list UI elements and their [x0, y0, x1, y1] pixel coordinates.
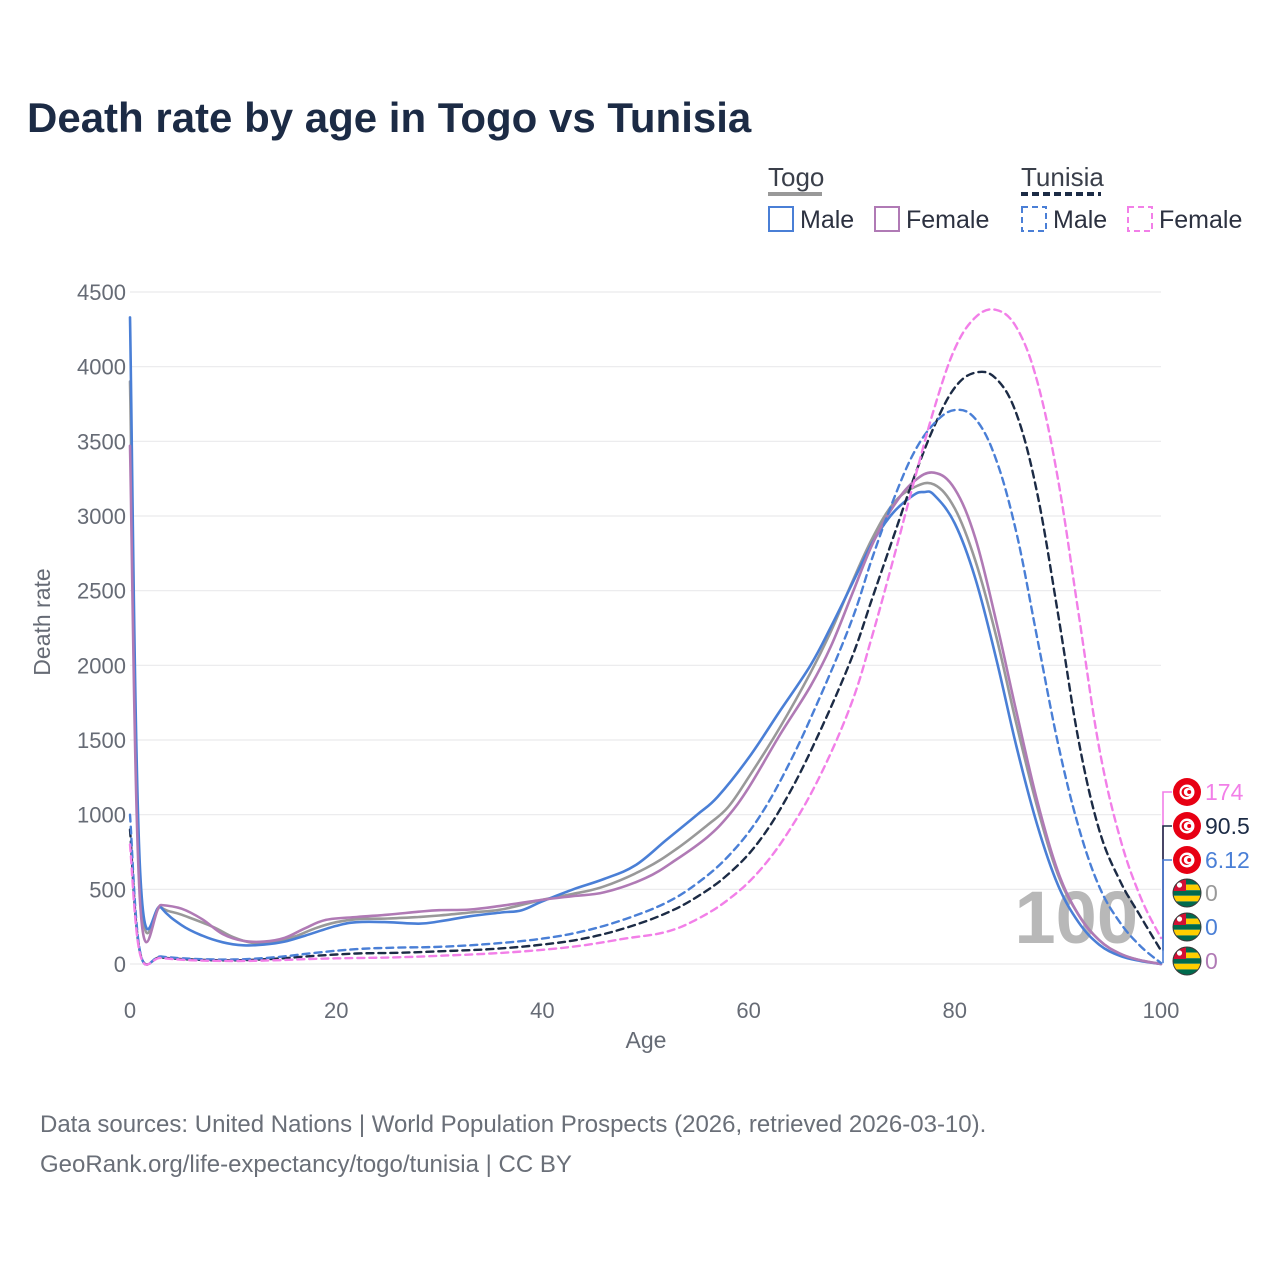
legend-label-togo-male[interactable]: Male [800, 206, 854, 234]
x-tick-label: 40 [530, 998, 554, 1023]
end-label-connector [1162, 825, 1172, 951]
x-tick-label: 60 [736, 998, 760, 1023]
end-label-value: 0 [1205, 880, 1218, 906]
series-line-tunisia-female [128, 308, 1163, 966]
end-label-value: 6.12 [1205, 847, 1250, 873]
y-tick-label: 4500 [77, 280, 126, 305]
legend-label-togo-female[interactable]: Female [906, 206, 989, 234]
y-tick-label: 1500 [77, 728, 126, 753]
grid [130, 291, 1161, 965]
x-tick-label: 20 [324, 998, 348, 1023]
series-line-tunisia-total [128, 370, 1163, 966]
series-line-tunisia-male [128, 408, 1163, 967]
x-ticks: 0 20 40 60 80 100 [124, 998, 1179, 1023]
tunisia-flag-icon [1173, 812, 1201, 840]
y-tick-label: 0 [114, 952, 126, 977]
x-tick-label: 0 [124, 998, 136, 1023]
series-line-togo-male [128, 316, 1163, 966]
legend-swatch-tunisia-male[interactable] [1021, 206, 1047, 232]
chart-title: Death rate by age in Togo vs Tunisia [27, 94, 752, 141]
end-label-value: 174 [1205, 779, 1244, 805]
legend-label-tunisia-male[interactable]: Male [1053, 206, 1107, 234]
end-label-connector [1162, 859, 1172, 964]
legend-swatch-togo-female[interactable] [874, 206, 900, 232]
legend-swatch-togo-male[interactable] [768, 206, 794, 232]
legend-swatch-tunisia-female[interactable] [1127, 206, 1153, 232]
legend-label-tunisia-female[interactable]: Female [1159, 206, 1242, 234]
end-label-value: 90.5 [1205, 813, 1250, 839]
legend-group-togo: Togo [768, 162, 824, 192]
togo-flag-icon [1172, 912, 1202, 942]
togo-flag-icon [1172, 878, 1202, 908]
x-tick-label: 100 [1143, 998, 1180, 1023]
tunisia-flag-icon [1173, 778, 1201, 806]
legend-group-tunisia: Tunisia [1021, 162, 1104, 192]
y-tick-label: 2000 [77, 653, 126, 678]
series-line-togo-total [128, 380, 1163, 966]
end-label-value: 0 [1205, 914, 1218, 940]
tunisia-flag-icon [1173, 846, 1201, 874]
series-line-togo-female [128, 444, 1163, 966]
end-label-value: 0 [1205, 948, 1218, 974]
y-tick-label: 3000 [77, 504, 126, 529]
togo-flag-icon [1172, 946, 1202, 976]
legend: Togo Male Female Tunisia Male Female [768, 162, 1242, 234]
end-labels: 174 90.5 6.12 0 0 0 [1162, 778, 1250, 976]
y-ticks: 0 500 1000 1500 2000 2500 3000 3500 4000 4500 [77, 280, 126, 977]
source-line-2[interactable]: GeoRank.org/life-expectancy/togo/tunisia… [40, 1151, 572, 1178]
y-tick-label: 4000 [77, 355, 126, 380]
source-line-1: Data sources: United Nations | World Pop… [40, 1111, 986, 1138]
y-axis-label: Death rate [29, 568, 55, 675]
x-axis-label: Age [626, 1027, 667, 1053]
end-label-connector [1162, 791, 1172, 938]
y-tick-label: 500 [89, 877, 126, 902]
y-tick-label: 2500 [77, 579, 126, 604]
y-tick-label: 3500 [77, 429, 126, 454]
y-tick-label: 1000 [77, 803, 126, 828]
series-lines [128, 308, 1163, 967]
x-tick-label: 80 [943, 998, 967, 1023]
